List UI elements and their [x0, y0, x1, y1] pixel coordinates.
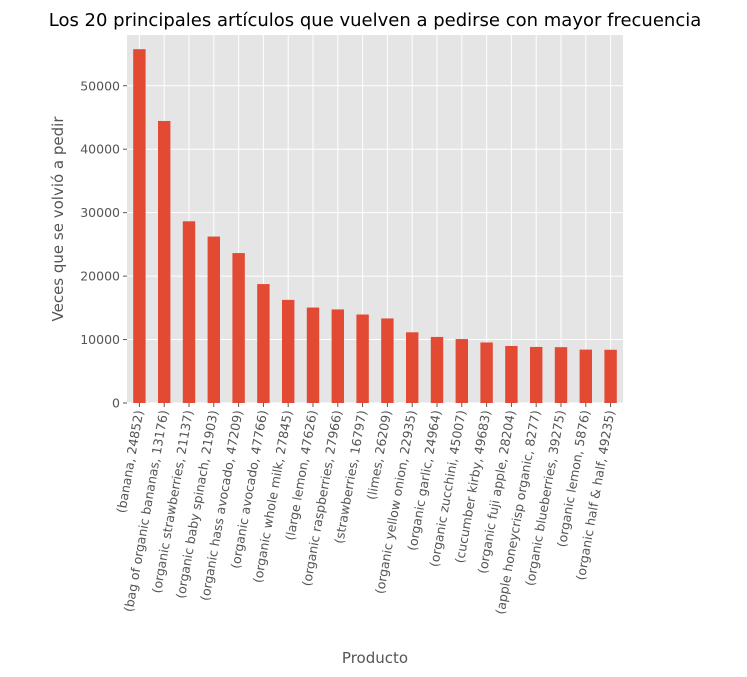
y-tick-label: 30000: [80, 205, 120, 220]
bar: [331, 309, 344, 403]
y-tick-label: 40000: [80, 142, 120, 157]
bar: [455, 339, 468, 403]
chart-title: Los 20 principales artículos que vuelven…: [49, 10, 702, 31]
bar: [257, 284, 270, 403]
bar: [406, 332, 419, 403]
bar: [430, 336, 444, 403]
bar: [554, 347, 568, 403]
bar: [232, 253, 245, 403]
bar: [207, 236, 220, 403]
bars: [133, 49, 617, 403]
y-tick-label: 20000: [80, 269, 120, 284]
bar: [133, 49, 146, 403]
y-tick-label: 0: [112, 396, 120, 411]
bar: [182, 221, 196, 403]
bar: [505, 345, 518, 403]
y-tick-label: 10000: [80, 332, 120, 347]
y-axis-ticks: 0 10000 20000 30000 40000 50000: [80, 78, 127, 411]
bar: [356, 314, 369, 403]
bar: [158, 120, 171, 403]
bar: [604, 349, 617, 403]
bar: [306, 307, 320, 403]
bar: [530, 346, 543, 403]
bar: [579, 349, 592, 403]
y-axis-label: Veces que se volvió a pedir: [49, 116, 67, 322]
bar: [381, 318, 394, 403]
plot-area: [127, 35, 623, 403]
x-axis-ticks: (banana, 24852)(bag of organic bananas, …: [113, 403, 618, 615]
bar: [480, 342, 493, 403]
bar: [282, 299, 295, 403]
y-tick-label: 50000: [80, 78, 120, 93]
x-axis-label: Producto: [342, 649, 408, 667]
